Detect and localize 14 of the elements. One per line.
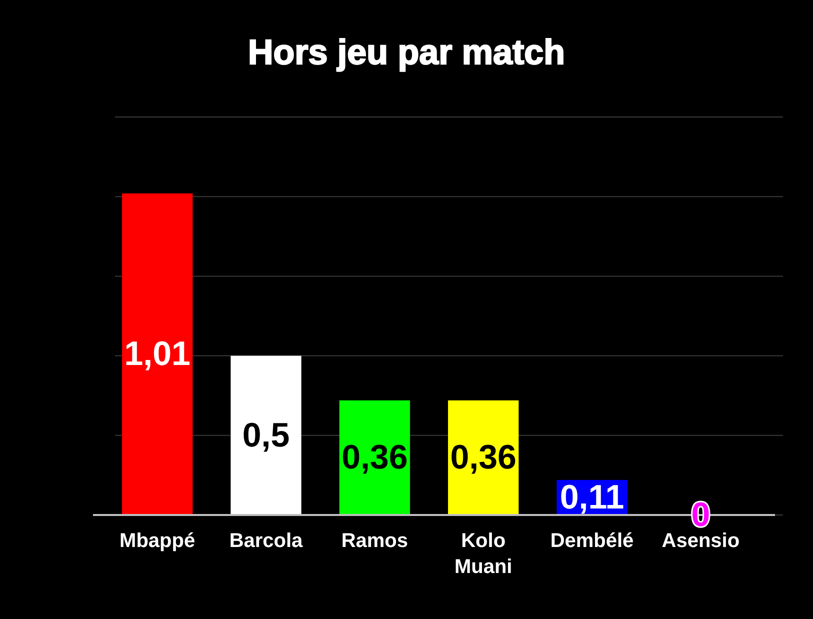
data-label: 0,36: [450, 438, 516, 477]
bar: [230, 356, 302, 515]
x-tick-label: Barcola: [229, 530, 304, 552]
x-tick-label: Ramos: [341, 530, 408, 552]
x-tick-label: Dembélé: [550, 530, 634, 552]
bar: [122, 193, 193, 515]
chart-title: Hors jeu par match: [248, 33, 566, 72]
data-label: 0,36: [342, 438, 408, 477]
data-label: 0,11: [560, 478, 624, 516]
x-tick-label: Asensio: [662, 530, 740, 552]
data-label: 1,01: [124, 335, 190, 374]
x-tick-label: Mbappé: [120, 530, 196, 552]
data-label: 0,5: [242, 416, 290, 454]
x-tick-label: Kolo Muani: [454, 530, 512, 578]
